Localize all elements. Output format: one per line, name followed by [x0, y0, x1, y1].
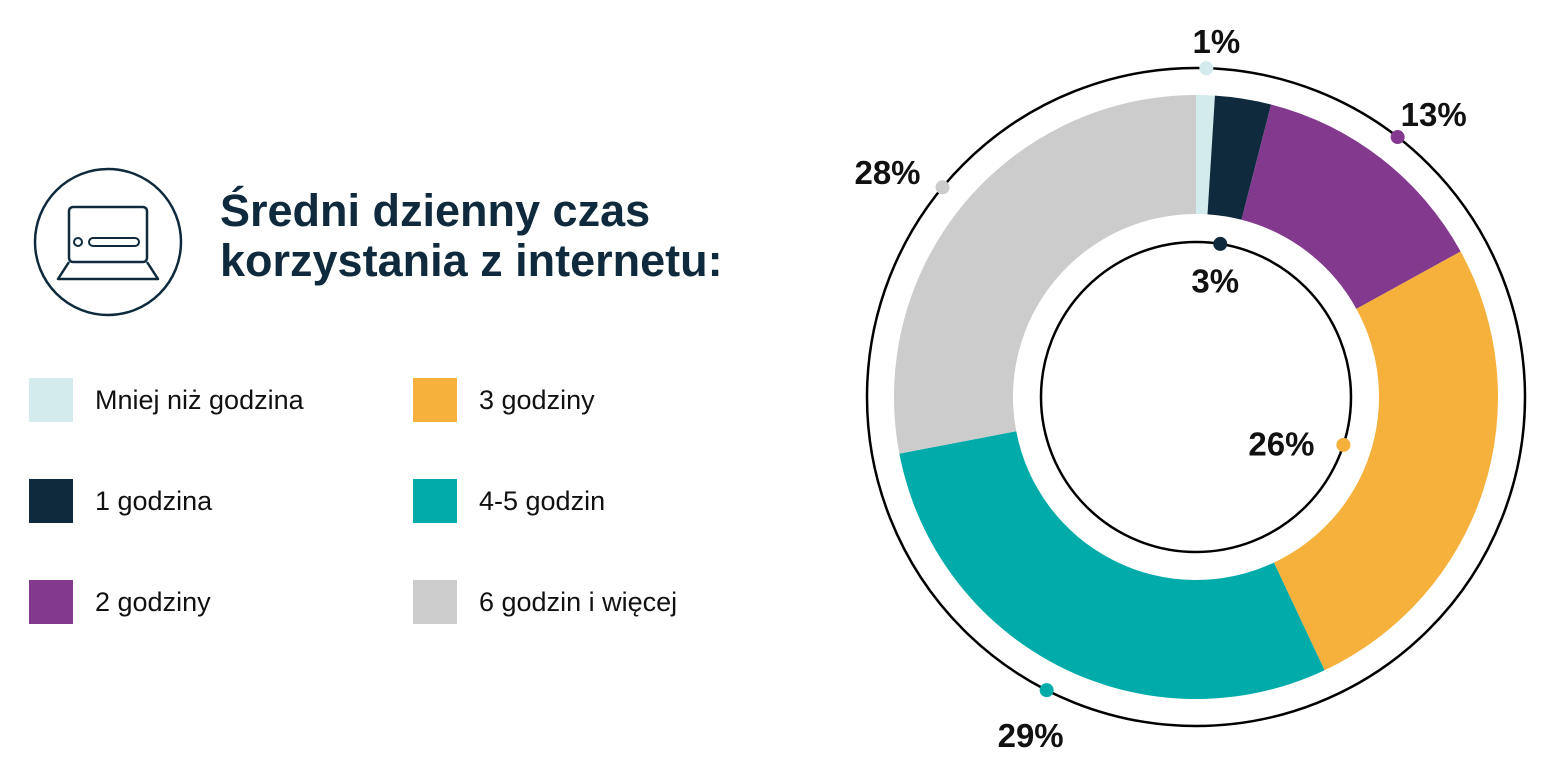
legend-swatch — [413, 479, 457, 523]
label-marker-4 — [1039, 683, 1054, 698]
chart-label-markers: 1% 3% 13% 26% 29% 28% — [854, 23, 1466, 754]
page-title: Średni dzienny czas korzystania z intern… — [220, 186, 723, 286]
data-label-3: 26% — [1248, 426, 1314, 463]
label-marker-1 — [1213, 236, 1228, 251]
legend-item: 4-5 godzin — [413, 479, 605, 523]
title-line-1: Średni dzienny czas — [220, 185, 651, 236]
label-marker-5 — [935, 180, 950, 195]
outer-ring — [865, 66, 1527, 728]
legend-label: 6 godzin i więcej — [479, 586, 678, 617]
label-marker-0 — [1199, 61, 1214, 76]
legend-label: 3 godziny — [479, 384, 595, 415]
inner-ring — [1039, 240, 1353, 554]
label-marker-3 — [1336, 437, 1351, 452]
chart-slices — [894, 95, 1498, 699]
data-label-2: 13% — [1401, 96, 1467, 133]
legend-item: 2 godziny — [29, 580, 211, 624]
slice-1 — [1207, 95, 1272, 220]
label-marker-2 — [1390, 130, 1405, 145]
data-label-5: 28% — [854, 154, 920, 191]
slice-4 — [899, 431, 1325, 699]
legend-swatch — [29, 378, 73, 422]
legend-swatch — [29, 479, 73, 523]
legend-swatch — [413, 580, 457, 624]
slice-3 — [1273, 251, 1498, 671]
legend-swatch — [29, 580, 73, 624]
legend-item: 3 godziny — [413, 378, 595, 422]
title-line-2: korzystania z internetu: — [220, 235, 723, 286]
legend-item: 6 godzin i więcej — [413, 580, 677, 624]
legend-label: Mniej niż godzina — [95, 384, 304, 415]
legend-item: Mniej niż godzina — [29, 378, 304, 422]
slice-5 — [894, 95, 1196, 454]
legend-label: 2 godziny — [95, 586, 211, 617]
legend-item: 1 godzina — [29, 479, 212, 523]
legend-swatch — [413, 378, 457, 422]
data-label-1: 3% — [1191, 263, 1239, 300]
laptop-icon — [33, 167, 183, 317]
legend-label: 4-5 godzin — [479, 485, 606, 516]
slice-2 — [1241, 104, 1461, 309]
slice-0 — [1196, 95, 1215, 215]
data-label-4: 29% — [998, 717, 1064, 754]
data-label-0: 1% — [1192, 23, 1240, 60]
legend-label: 1 godzina — [95, 485, 213, 516]
